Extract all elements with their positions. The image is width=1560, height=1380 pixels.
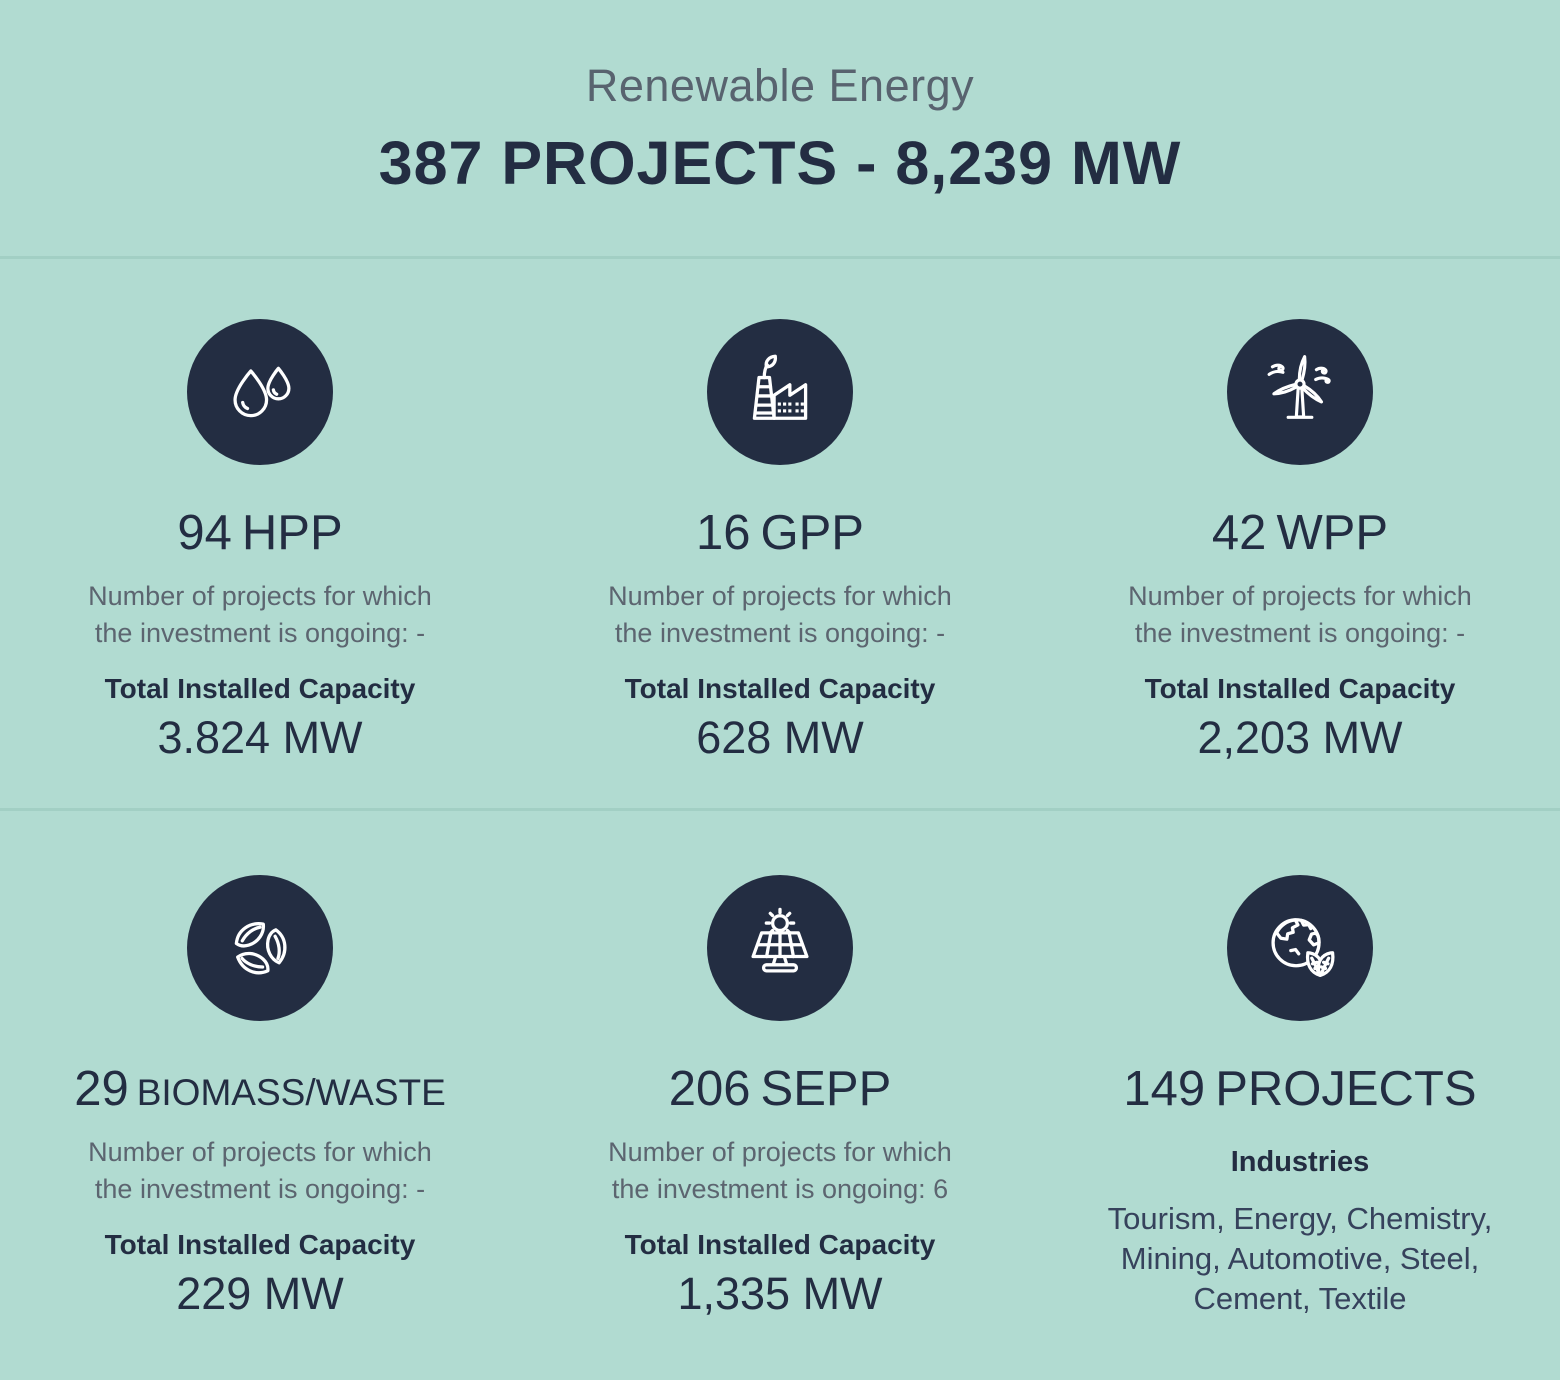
industries-list: Tourism, Energy, Chemistry, Mining, Auto… bbox=[1107, 1201, 1493, 1316]
hpp-capacity-value: 3.824 MW bbox=[157, 712, 363, 763]
gpp-icon-circle bbox=[707, 319, 853, 465]
page-title: 387 PROJECTS - 8,239 MW bbox=[378, 129, 1182, 197]
wpp-title: 42 WPP bbox=[1211, 506, 1389, 560]
earth-leaf-icon bbox=[1271, 918, 1335, 977]
card-gpp: 16 GPP Number of projects for which the i… bbox=[520, 259, 1040, 808]
card-biomass: 29 BIOMASS/WASTE Number of projects for w… bbox=[0, 811, 520, 1380]
wind-turbine-icon bbox=[1267, 355, 1331, 419]
wpp-icon-circle bbox=[1227, 319, 1373, 465]
hpp-description: Number of projects for which the investm… bbox=[88, 581, 432, 648]
wpp-capacity-label: Total Installed Capacity bbox=[1144, 673, 1456, 704]
projects-icon-circle bbox=[1227, 875, 1373, 1021]
industries-label: Industries bbox=[1230, 1146, 1370, 1178]
biomass-capacity-value: 229 MW bbox=[176, 1268, 344, 1319]
gpp-capacity-label: Total Installed Capacity bbox=[624, 673, 936, 704]
hpp-capacity-label: Total Installed Capacity bbox=[104, 673, 416, 704]
hpp-title: 94 HPP bbox=[177, 506, 343, 560]
wpp-capacity-value: 2,203 MW bbox=[1197, 712, 1403, 763]
sepp-capacity-label: Total Installed Capacity bbox=[624, 1229, 936, 1260]
cards-row-bottom: 29 BIOMASS/WASTE Number of projects for w… bbox=[0, 808, 1560, 1380]
biomass-leaves-icon bbox=[234, 922, 287, 975]
header: Renewable Energy 387 PROJECTS - 8,239 MW bbox=[0, 0, 1560, 256]
sepp-capacity-value: 1,335 MW bbox=[677, 1268, 883, 1319]
cards-row-top: 94 HPP Number of projects for which the i… bbox=[0, 256, 1560, 808]
header-subtitle: Renewable Energy bbox=[585, 60, 975, 111]
card-sepp: 206 SEPP Number of projects for which the… bbox=[520, 811, 1040, 1380]
sepp-description: Number of projects for which the investm… bbox=[608, 1137, 952, 1204]
biomass-title: 29 BIOMASS/WASTE bbox=[74, 1062, 446, 1116]
gpp-title: 16 GPP bbox=[696, 506, 864, 560]
biomass-capacity-label: Total Installed Capacity bbox=[104, 1229, 416, 1260]
wpp-description: Number of projects for which the investm… bbox=[1128, 581, 1472, 648]
sepp-icon-circle bbox=[707, 875, 853, 1021]
sepp-title: 206 SEPP bbox=[668, 1062, 892, 1116]
gpp-description: Number of projects for which the investm… bbox=[608, 581, 952, 648]
gpp-capacity-value: 628 MW bbox=[696, 712, 864, 763]
card-wpp: 42 WPP Number of projects for which the i… bbox=[1040, 259, 1560, 808]
projects-title: 149 PROJECTS bbox=[1123, 1062, 1477, 1116]
biomass-description: Number of projects for which the investm… bbox=[88, 1137, 432, 1204]
card-hpp: 94 HPP Number of projects for which the i… bbox=[0, 259, 520, 808]
hpp-icon-circle bbox=[187, 319, 333, 465]
biomass-icon-circle bbox=[187, 875, 333, 1021]
card-projects: 149 PROJECTS Industries Tourism, Energy, … bbox=[1040, 811, 1560, 1380]
solar-panel-icon bbox=[751, 907, 809, 973]
green-factory-icon bbox=[752, 354, 808, 420]
water-drops-icon bbox=[233, 366, 291, 418]
